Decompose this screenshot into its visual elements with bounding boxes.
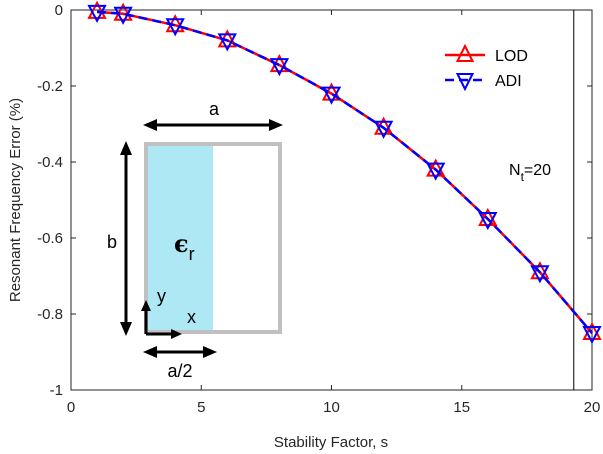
data-point-adi <box>87 4 107 24</box>
permittivity-label: ϵr <box>174 229 195 264</box>
nt-label-sub: t <box>521 170 525 184</box>
legend-adi-marker <box>455 73 475 92</box>
x-axis-title: Stability Factor, s <box>274 434 388 451</box>
series-layer <box>87 0 602 345</box>
data-point-adi <box>321 86 342 105</box>
coord-x-arrowhead <box>171 329 182 339</box>
dimension-a-arrowhead-right <box>269 119 283 131</box>
dimension-half-label: a/2 <box>167 361 192 381</box>
dimension-a-label: a <box>209 99 220 119</box>
data-point-lod <box>582 321 602 340</box>
y-tick-label: 0 <box>55 2 63 19</box>
data-point-adi <box>478 212 498 231</box>
x-tick-label: 0 <box>67 399 75 416</box>
data-point-lod <box>530 261 550 280</box>
dimension-a-arrowhead-left <box>143 119 157 131</box>
permittivity-sub: r <box>189 244 195 264</box>
x-tick-label: 20 <box>584 399 601 416</box>
y-tick-label: -1 <box>50 382 63 399</box>
data-point-adi <box>113 6 133 25</box>
dimension-half-arrowhead-left <box>143 346 157 358</box>
y-axis: 0 -0.2 -0.4 -0.6 -0.8 -1 <box>37 2 592 399</box>
x-tick-label: 15 <box>453 399 470 416</box>
nt-label: Nt=20 <box>509 162 551 184</box>
y-tick-label: -0.6 <box>37 230 63 247</box>
dimension-b-label: b <box>107 232 117 252</box>
coord-x-label: x <box>187 307 196 327</box>
dimension-b-arrowhead-top <box>120 141 132 155</box>
legend-item-lod: LOD <box>445 43 528 65</box>
legend-lod-marker <box>455 43 475 62</box>
data-point-adi <box>373 120 394 139</box>
y-tick-label: -0.4 <box>37 154 63 171</box>
dimension-half-arrowhead-right <box>203 346 217 358</box>
legend-item-adi: ADI <box>445 73 522 92</box>
permittivity-symbol: ϵ <box>174 229 189 258</box>
data-point-adi <box>165 18 185 37</box>
data-point-adi <box>582 326 602 345</box>
y-tick-label: -0.8 <box>37 306 63 323</box>
data-point-lod <box>426 158 446 177</box>
y-tick-label: -0.2 <box>37 78 63 95</box>
data-point-lod <box>478 207 498 226</box>
coord-y-arrowhead <box>141 300 151 311</box>
data-point-lod <box>87 0 107 19</box>
x-tick-label: 5 <box>197 399 205 416</box>
inset-dielectric-fill <box>146 146 213 331</box>
x-axis: 0 5 10 15 20 <box>67 10 601 416</box>
series-line-adi <box>96 10 593 334</box>
inset-waveguide-outline <box>144 142 282 334</box>
nt-label-tail: =20 <box>524 162 551 179</box>
inset-diagram: a b a/2 y x ϵr <box>107 99 283 381</box>
data-point-adi <box>426 162 446 181</box>
legend: LOD ADI <box>445 43 528 92</box>
legend-adi-label: ADI <box>495 73 522 90</box>
dimension-b-arrowhead-bottom <box>120 322 132 336</box>
data-point-adi <box>269 58 290 77</box>
data-point-adi <box>530 265 550 284</box>
data-point-adi <box>217 33 237 52</box>
nt-label-main: N <box>509 162 521 179</box>
y-axis-title: Resonant Frequency Error (%) <box>7 98 24 302</box>
legend-lod-label: LOD <box>495 48 528 65</box>
coord-y-label: y <box>157 286 166 306</box>
x-tick-label: 10 <box>323 399 340 416</box>
